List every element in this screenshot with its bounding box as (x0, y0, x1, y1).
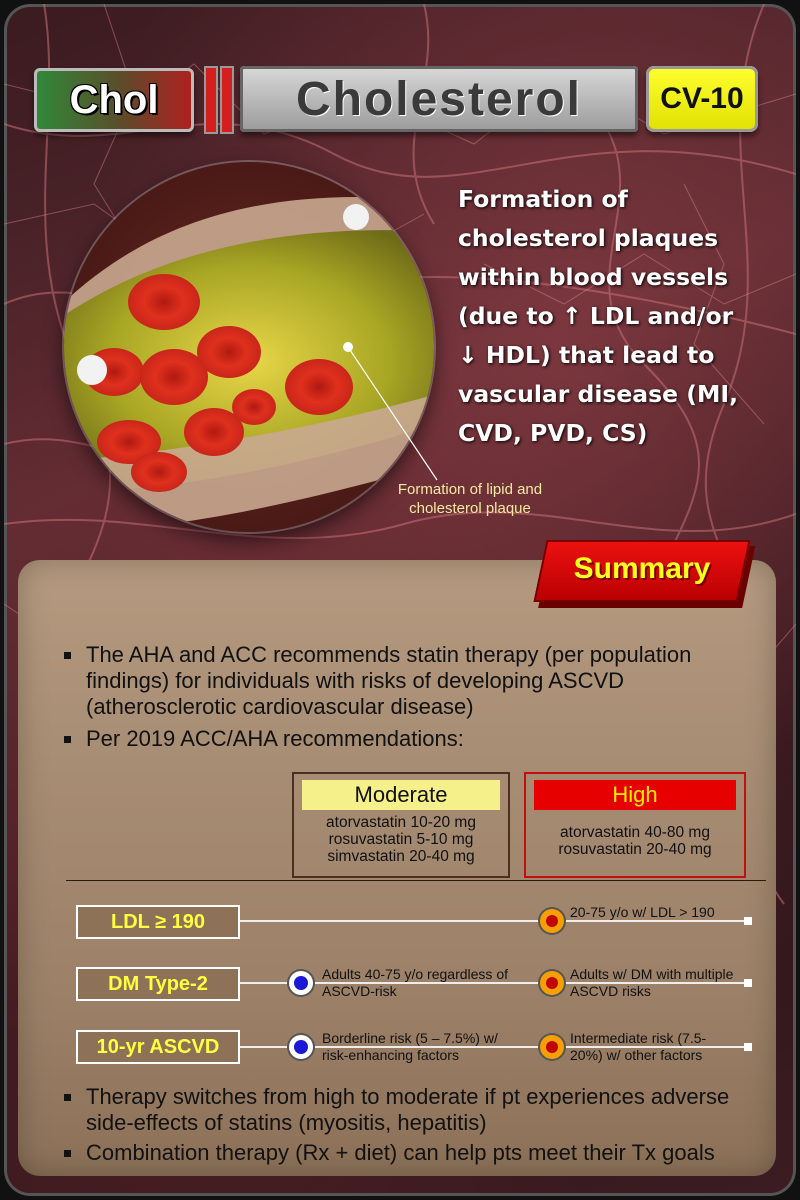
high-intensity-marker-icon (540, 1035, 564, 1059)
card-code: CV-10 (660, 82, 744, 115)
criteria-line (238, 982, 748, 984)
high-intensity-marker-icon (540, 909, 564, 933)
moderate-intensity-marker-icon (289, 971, 313, 995)
high-drug: rosuvastatin 20-40 mg (558, 841, 712, 858)
moderate-drug: atorvastatin 10-20 mg (326, 814, 476, 831)
high-criteria-note: Intermediate risk (7.5-20%) w/ other fac… (570, 1030, 707, 1063)
high-intensity-marker-icon (540, 971, 564, 995)
list-item: The AHA and ACC recommends statin therap… (64, 642, 764, 720)
criteria-label: 10-yr ASCVD (76, 1030, 240, 1064)
line-end-marker (744, 917, 752, 925)
title-bar: Chol Cholesterol CV-10 (34, 64, 758, 136)
card-code-badge: CV-10 (646, 66, 758, 132)
summary-badge: Summary (533, 540, 751, 602)
criteria-label: LDL ≥ 190 (76, 905, 240, 939)
moderate-criteria-note: Borderline risk (5 – 7.5%) w/ risk-enhan… (322, 1030, 498, 1063)
summary-label: Summary (573, 552, 711, 585)
list-item: Per 2019 ACC/AHA recommendations: (64, 726, 764, 752)
moderate-intensity-box: Moderate atorvastatin 10-20 mg rosuvasta… (292, 772, 510, 878)
high-title: High (534, 780, 736, 810)
criteria-line (238, 920, 748, 922)
summary-bullets: The AHA and ACC recommends statin therap… (64, 642, 764, 752)
line-end-marker (744, 1043, 752, 1051)
high-intensity-box: High atorvastatin 40-80 mg rosuvastatin … (524, 772, 746, 878)
high-drug: atorvastatin 40-80 mg (560, 824, 710, 841)
high-criteria-note: Adults w/ DM with multiple ASCVD risks (570, 966, 734, 999)
summary-panel (18, 560, 776, 1176)
topic-name-badge: Cholesterol (240, 66, 638, 132)
abbreviation-text: Chol (69, 78, 159, 122)
criteria-label: DM Type-2 (76, 967, 240, 1001)
artery-plaque-illustration (64, 162, 434, 532)
criteria-line (238, 1046, 748, 1048)
caption-pointer-line (349, 349, 438, 481)
footer-bullets: Therapy switches from high to moderate i… (64, 1084, 774, 1170)
topic-name: Cholesterol (295, 73, 583, 126)
definition-text: Formation of cholesterol plaques within … (458, 185, 739, 447)
moderate-drug: rosuvastatin 5-10 mg (328, 831, 474, 848)
divider (66, 880, 766, 881)
moderate-intensity-marker-icon (289, 1035, 313, 1059)
moderate-title: Moderate (302, 780, 500, 810)
list-item: Combination therapy (Rx + diet) can help… (64, 1140, 774, 1166)
list-item: Therapy switches from high to moderate i… (64, 1084, 774, 1136)
line-end-marker (744, 979, 752, 987)
high-criteria-note: 20-75 y/o w/ LDL > 190 (570, 904, 715, 920)
divider-bars-icon (204, 68, 234, 132)
image-caption: Formation of lipid and cholesterol plaqu… (397, 481, 543, 517)
moderate-criteria-note: Adults 40-75 y/o regardless of ASCVD-ris… (322, 966, 508, 999)
abbreviation-badge: Chol (34, 68, 194, 132)
moderate-drug: simvastatin 20-40 mg (327, 848, 475, 865)
